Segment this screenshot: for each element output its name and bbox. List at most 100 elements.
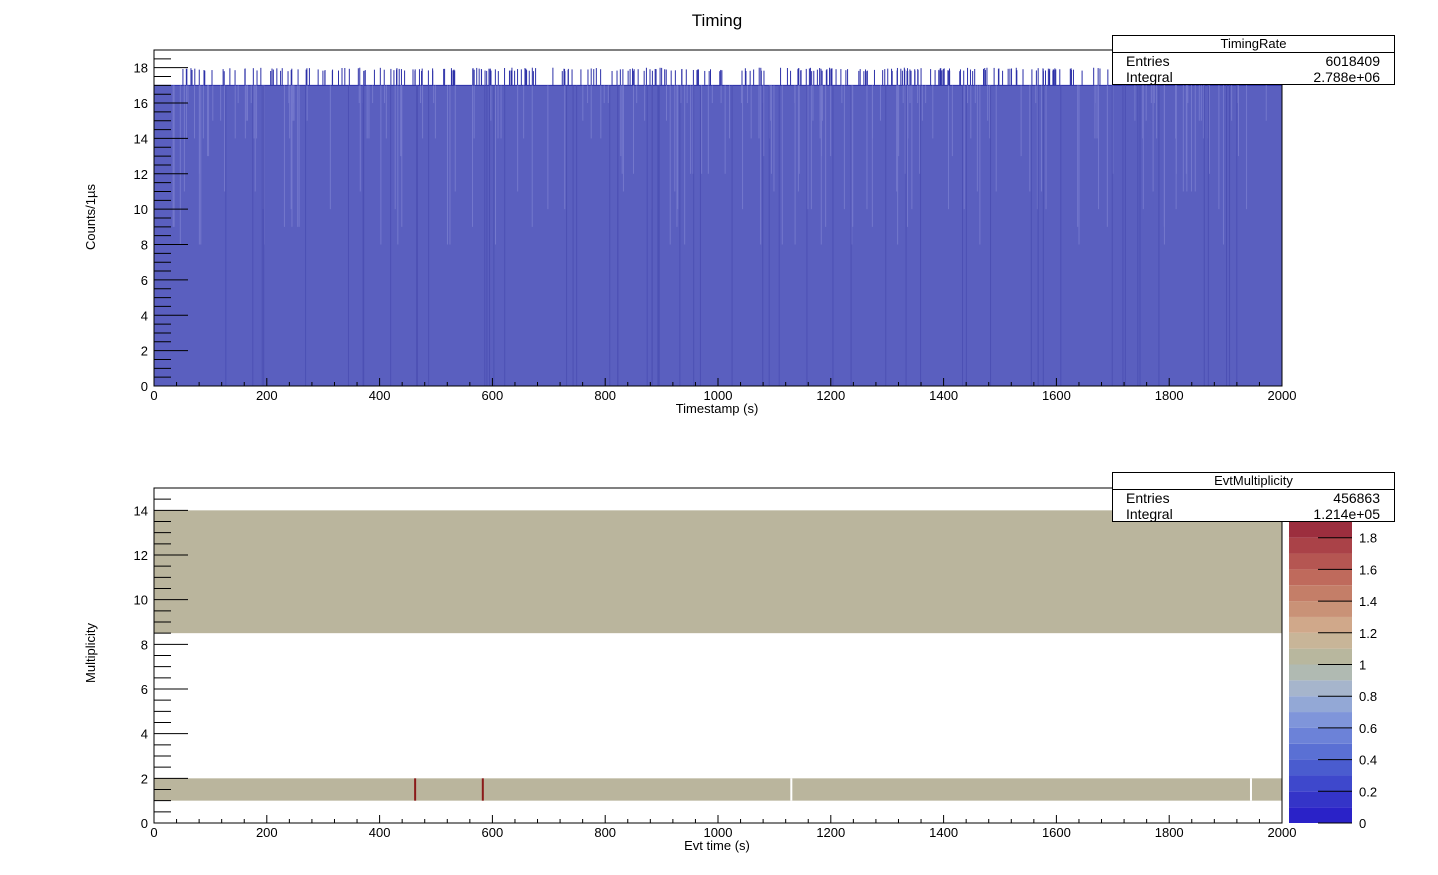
x-tick-label: 600	[482, 388, 504, 403]
x-tick-label: 0	[150, 388, 157, 403]
y-tick-label: 0	[141, 816, 148, 831]
x-tick-label: 400	[369, 388, 391, 403]
colorbar-tick-label: 0.6	[1359, 721, 1377, 736]
stats-entries-label: Entries	[1126, 53, 1170, 69]
colorbar-tick-label: 1.4	[1359, 594, 1377, 609]
y-tick-label: 8	[141, 238, 148, 253]
x-tick-label: 2000	[1268, 388, 1297, 403]
x-tick-label: 1000	[704, 825, 733, 840]
y-tick-label: 8	[141, 637, 148, 652]
stats-integral-label: Integral	[1126, 506, 1173, 522]
y-tick-label: 12	[134, 167, 148, 182]
stats-entries-label: Entries	[1126, 490, 1170, 506]
timing-rate-axes: 0 200 400 600 800 1000 1200 1400 1600 1800 2000 0 2 4…	[134, 49, 1297, 403]
stats-integral-label: Integral	[1126, 69, 1173, 85]
colorbar-segment	[1289, 664, 1352, 681]
heatmap-cell	[790, 778, 793, 801]
heatmap-band	[154, 510, 1282, 634]
colorbar-segment	[1289, 632, 1352, 649]
colorbar-segment	[1289, 521, 1352, 538]
x-tick-label: 1200	[816, 388, 845, 403]
y-tick-label: 16	[134, 96, 148, 111]
y-axis-label-counts: Counts/1µs	[83, 183, 98, 250]
stats-box-evt-multiplicity: EvtMultiplicity Entries 456863 Integral 1.…	[1112, 472, 1395, 522]
timing-rate-histogram	[153, 67, 1283, 387]
histogram-fill	[153, 84, 1283, 387]
heatmap-cell	[481, 778, 484, 801]
evt-multiplicity-panel: 0 200 400 600 800 1000 1200 1400 1600 1800 2000 0 2 4…	[83, 487, 1377, 853]
stats-entries-value: 456863	[1333, 490, 1380, 506]
evt-multiplicity-axes: 0 200 400 600 800 1000 1200 1400 1600 1800 2000 0 2 4…	[134, 487, 1297, 840]
x-tick-label: 1800	[1155, 825, 1184, 840]
y-tick-label: 4	[141, 727, 148, 742]
colorbar-segment	[1289, 601, 1352, 617]
x-tick-label: 600	[482, 825, 504, 840]
x-tick-label: 1400	[929, 825, 958, 840]
canvas-title: Timing	[692, 11, 742, 30]
x-tick-label: 1800	[1155, 388, 1184, 403]
colorbar-tick-label: 0.4	[1359, 753, 1377, 768]
colorbar-segment	[1289, 648, 1352, 665]
x-tick-label: 200	[256, 388, 278, 403]
stats-integral-value: 2.788e+06	[1313, 69, 1380, 85]
y-tick-label: 0	[141, 379, 148, 394]
y-axis-label-multiplicity: Multiplicity	[83, 623, 98, 683]
y-tick-label: 2	[141, 771, 148, 786]
y-tick-label: 4	[141, 308, 148, 323]
heatmap-cell	[1249, 778, 1252, 801]
y-tick-label: 10	[134, 202, 148, 217]
colorbar-segment	[1289, 807, 1352, 823]
x-tick-label: 1000	[704, 388, 733, 403]
colorbar-segment	[1289, 791, 1352, 808]
colorbar-segment	[1289, 616, 1352, 633]
heatmap-band	[154, 778, 1282, 801]
y-tick-label: 12	[134, 548, 148, 563]
x-tick-label: 1200	[816, 825, 845, 840]
y-tick-label: 18	[134, 61, 148, 76]
colorbar: 0 0.2 0.4 0.6 0.8 1 1.2 1.4 1.6 1.8	[1289, 506, 1377, 831]
colorbar-tick-label: 1.6	[1359, 562, 1377, 577]
x-tick-label: 1600	[1042, 388, 1071, 403]
x-tick-label: 0	[150, 825, 157, 840]
colorbar-segment	[1289, 696, 1352, 713]
colorbar-tick-label: 1.8	[1359, 531, 1377, 546]
colorbar-tick-label: 0.8	[1359, 689, 1377, 704]
colorbar-segment	[1289, 553, 1352, 570]
x-tick-label: 200	[256, 825, 278, 840]
stats-title: TimingRate	[1113, 36, 1394, 53]
y-tick-label: 6	[141, 273, 148, 288]
colorbar-segment	[1289, 569, 1352, 586]
stats-title: EvtMultiplicity	[1113, 473, 1394, 490]
stats-box-timing-rate: TimingRate Entries 6018409 Integral 2.788e…	[1112, 35, 1395, 85]
colorbar-tick-label: 1.2	[1359, 626, 1377, 641]
colorbar-tick-label: 0	[1359, 816, 1366, 831]
x-tick-label: 400	[369, 825, 391, 840]
colorbar-tick-label: 0.2	[1359, 784, 1377, 799]
colorbar-segment	[1289, 680, 1352, 697]
colorbar-segment	[1289, 712, 1352, 728]
colorbar-segment	[1289, 775, 1352, 792]
y-tick-label: 2	[141, 344, 148, 359]
timing-rate-panel: 0 200 400 600 800 1000 1200 1400 1600 1800 2000 0 2 4…	[83, 49, 1297, 416]
x-tick-label: 2000	[1268, 825, 1297, 840]
heatmap-cell	[414, 778, 417, 801]
y-tick-label: 10	[134, 593, 148, 608]
colorbar-segment	[1289, 537, 1352, 554]
colorbar-segment	[1289, 743, 1352, 760]
x-tick-label: 800	[594, 825, 616, 840]
y-tick-label: 14	[134, 503, 148, 518]
colorbar-segment	[1289, 727, 1352, 744]
colorbar-segment	[1289, 585, 1352, 602]
stats-integral-value: 1.214e+05	[1313, 506, 1380, 522]
x-axis-label-evt-time: Evt time (s)	[684, 838, 750, 853]
x-tick-label: 800	[594, 388, 616, 403]
x-tick-label: 1600	[1042, 825, 1071, 840]
colorbar-segment	[1289, 759, 1352, 776]
colorbar-tick-label: 1	[1359, 658, 1366, 673]
evt-multiplicity-heatmap	[154, 510, 1282, 801]
stats-entries-value: 6018409	[1325, 53, 1380, 69]
y-tick-label: 14	[134, 131, 148, 146]
y-tick-label: 6	[141, 682, 148, 697]
x-axis-label-timestamp: Timestamp (s)	[676, 401, 759, 416]
